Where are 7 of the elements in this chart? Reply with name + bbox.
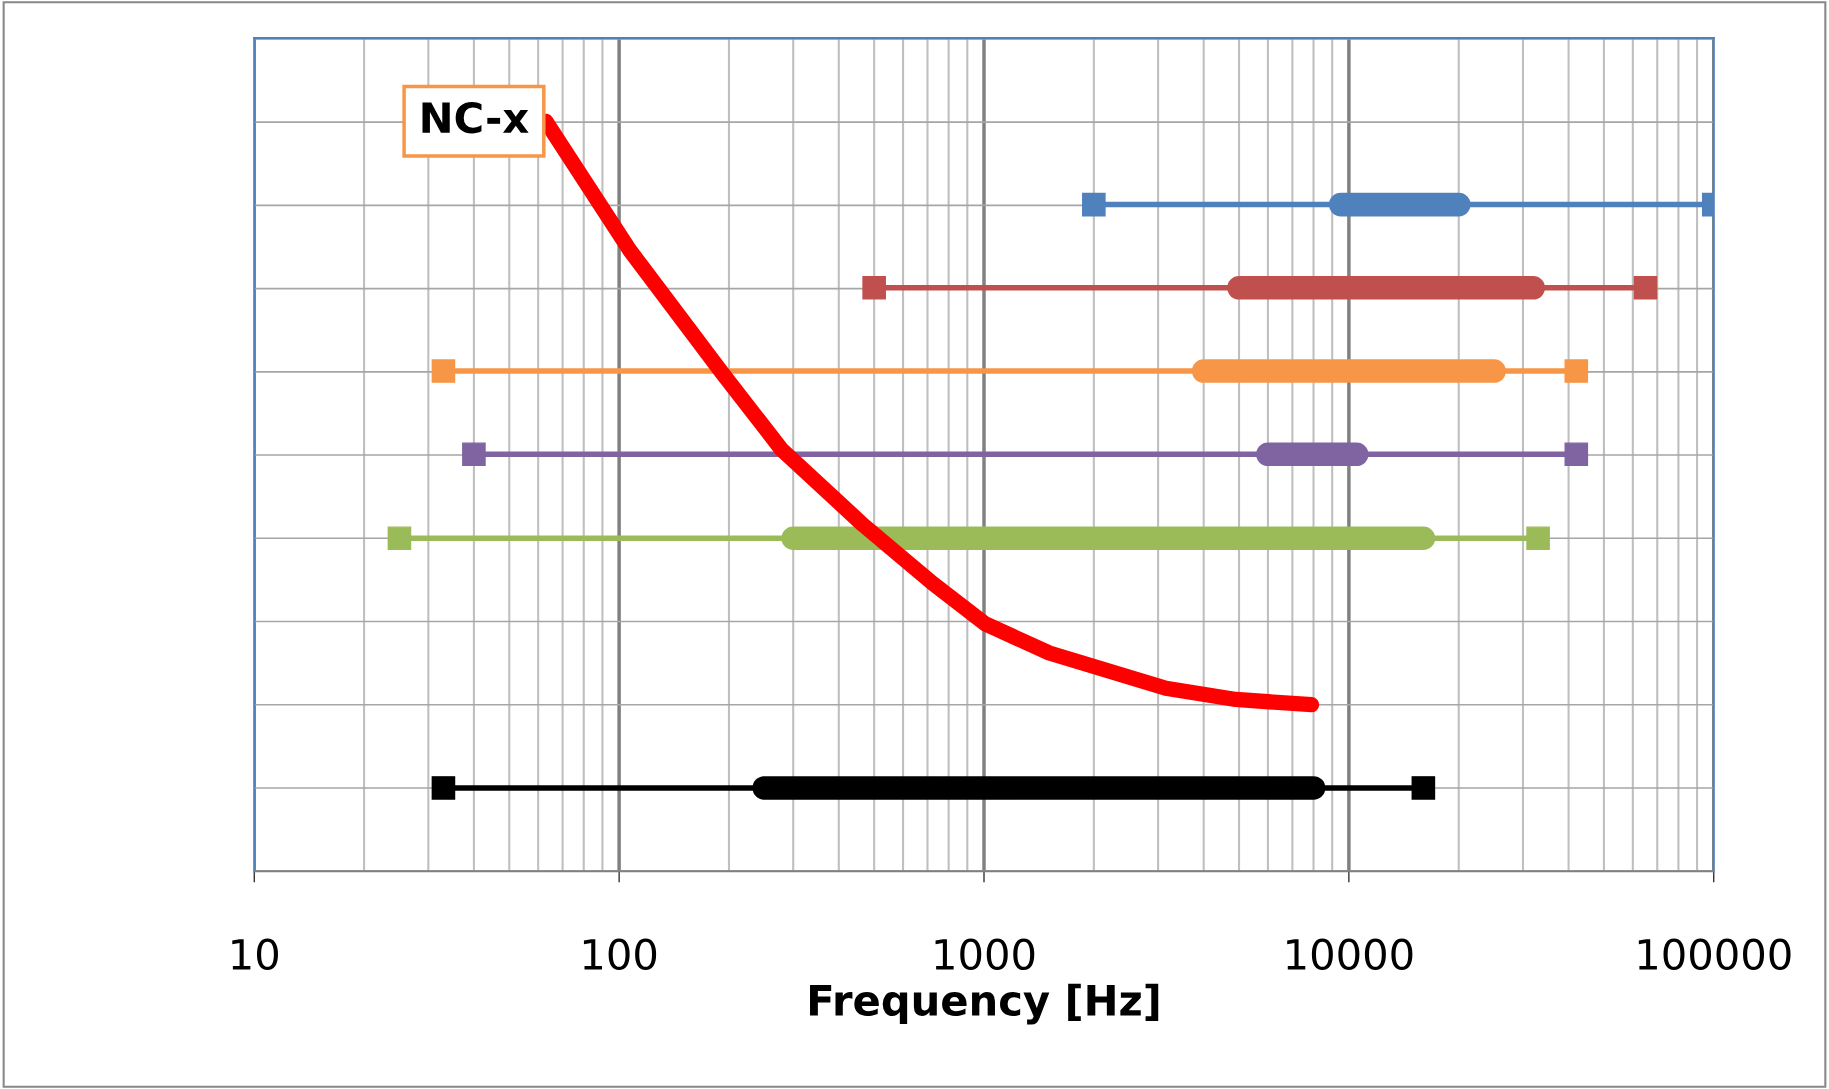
x-tick-label: 100000 xyxy=(1638,938,1791,971)
x-tick-label: 10000 xyxy=(1287,938,1413,971)
x-axis-title: Frequency [Hz] xyxy=(810,983,1159,1025)
annotation: NC-x xyxy=(422,101,529,134)
x-tick-label: 10 xyxy=(232,938,278,971)
x-tick-label: 100 xyxy=(583,938,657,971)
x-tick-label: 1000 xyxy=(935,938,1035,971)
